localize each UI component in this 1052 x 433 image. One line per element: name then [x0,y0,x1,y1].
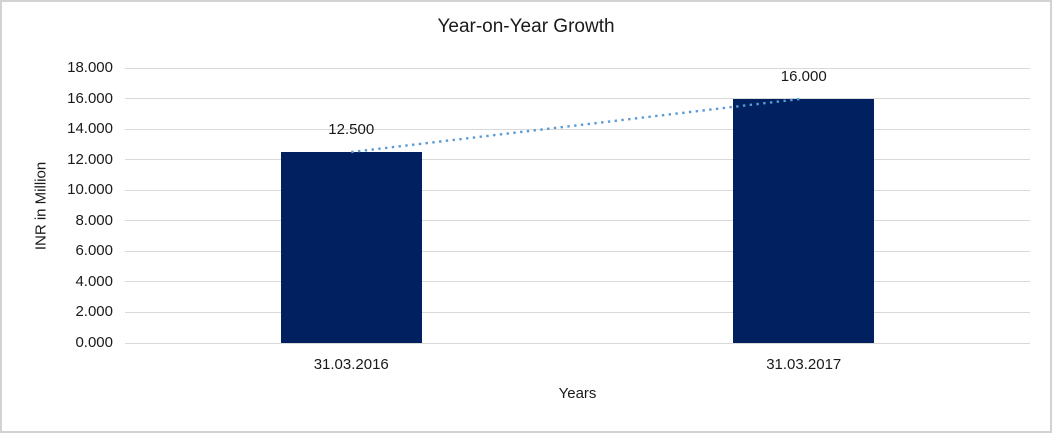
x-tick-label: 31.03.2016 [313,356,389,373]
y-tick-label: 0.000 [75,334,113,351]
x-axis-title: Years [558,385,597,402]
gridline [125,98,1030,100]
y-tick-label: 2.000 [75,303,113,321]
gridline [125,189,1030,191]
x-tick-label: 31.03.2017 [766,356,842,373]
gridline [125,159,1030,161]
bar-value-label: 12.500 [328,121,375,139]
y-tick-label: 6.000 [75,242,113,260]
y-tick-label: 18.000 [67,59,113,76]
gridline [125,250,1030,252]
bar-value-label: 16.000 [780,67,827,85]
y-tick-label: 4.000 [75,272,113,290]
bar [280,152,422,343]
gridline [125,128,1030,130]
y-tick-label: 14.000 [67,120,113,138]
gridline [125,220,1030,222]
trend-polyline [351,97,804,154]
y-axis-title: INR in Million [32,161,50,251]
gridline [125,342,1030,344]
gridline [125,311,1030,313]
y-tick-label: 8.000 [75,211,113,229]
y-tick-label: 16.000 [67,89,113,107]
y-tick-label: 12.000 [67,150,113,168]
gridline [125,67,1030,69]
chart-title: Year-on-Year Growth [437,16,615,37]
trend-line [351,97,804,154]
gridline [125,281,1030,283]
bar [733,98,875,343]
y-tick-label: 10.000 [67,181,113,199]
